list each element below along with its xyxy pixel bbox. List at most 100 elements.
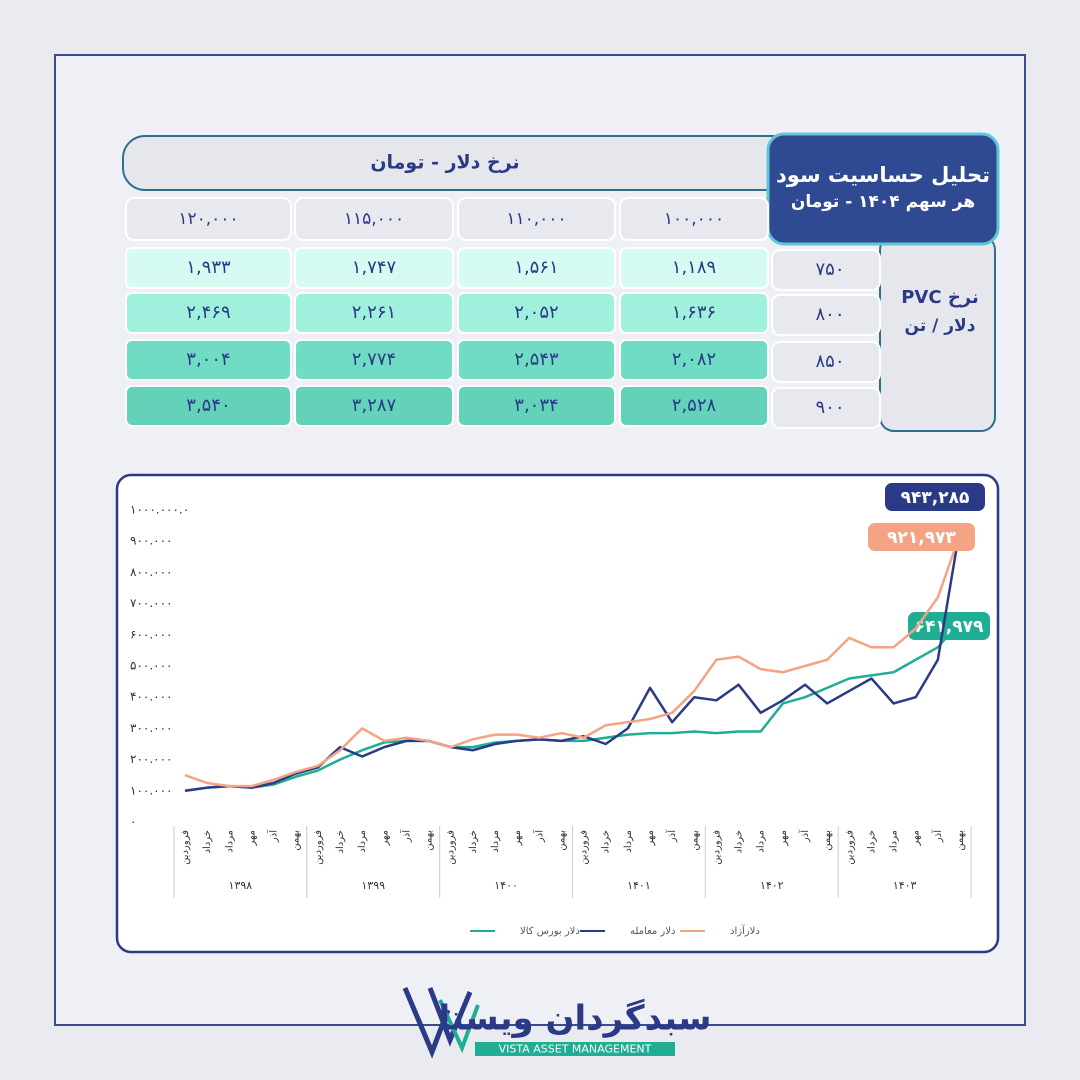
x-tick-label: مرداد [490,830,501,853]
row-unit: دلار / تن [905,316,976,336]
x-tick-label: مهر [645,830,656,846]
x-tick-label: مرداد [623,830,634,853]
y-tick-label: ۱۰۰۰.۰۰۰.۰ [130,503,189,517]
x-tick-label: مهر [246,830,257,846]
year-label: ۱۴۰۲ [760,879,784,892]
x-tick-label: مرداد [224,830,235,853]
row-header-cell [771,294,881,336]
x-tick-label: بهمن [291,830,302,851]
x-tick-label: بهمن [556,830,567,851]
x-tick-label: مرداد [889,830,900,853]
x-tick-label: مرداد [756,830,767,853]
column-header-cell [619,197,769,241]
logo-tagline: VISTA ASSET MANAGEMENT [499,1043,652,1056]
x-tick-label: فروردین [313,830,324,865]
cell-value: ۳,۰۰۴ [186,349,230,370]
x-tick-label: خرداد [202,830,213,853]
end-label: ۹۲۱,۹۷۳ [887,528,956,548]
end-label-box [908,612,990,640]
column-header: ۱۰۰,۰۰۰ [664,209,724,229]
row-header-cell [771,249,881,291]
column-header-cell [294,197,454,241]
chart-panel [115,473,1000,954]
row-header: ۸۵۰ [815,351,844,372]
x-tick-label: بهمن [424,830,435,851]
y-tick-label: ۷۰۰.۰۰۰ [130,596,173,610]
table: ۱۰۰,۰۰۰ ۱۱۰,۰۰۰ ۱۱۵,۰۰۰ ۱۲۰,۰۰۰ ۷۵۰ ۱,۱۸۹ ۱,۵۶… [125,197,881,429]
cell-value: ۲,۰۸۲ [672,349,716,370]
end-label-box [885,483,985,511]
row-group: نرخ PVC [901,287,979,308]
cell-value: ۲,۵۴۳ [514,349,559,370]
cell-value: ۱,۹۳۳ [186,257,231,278]
x-tick-label: آذر [399,829,412,843]
x-tick-label: مهر [379,830,390,846]
logo-mark [438,999,480,1054]
column-header: ۱۱۵,۰۰۰ [344,209,404,229]
y-tick-label: ۲۰۰.۰۰۰ [130,752,173,766]
y-tick-label: ۳۰۰.۰۰۰ [130,721,173,735]
table-cell [619,385,769,427]
x-tick-label: خرداد [335,830,346,853]
row-header: ۸۰۰ [815,304,844,325]
y-tick-label: ۸۰۰.۰۰۰ [130,565,173,579]
x-tick-label: بهمن [689,830,700,851]
table-cell [294,339,454,381]
end-label: ۶۴۱,۹۷۹ [915,617,984,637]
logo-name: سبدگردان ویستا [439,999,712,1039]
table-cell [619,292,769,334]
column-header: ۱۲۰,۰۰۰ [178,209,238,229]
x-tick-label: آذر [798,829,811,843]
title-box [766,132,1000,246]
table-cell [457,292,616,334]
cell-value: ۲,۵۲۸ [672,395,717,416]
table-cell [294,385,454,427]
x-tick-label: فروردین [180,830,191,865]
chart: ۰ ۱۰۰.۰۰۰ ۲۰۰.۰۰۰ ۳۰۰.۰۰۰ ۴۰۰.۰۰۰ ۵۰۰.۰۰۰ ۶۰۰.… [130,483,990,937]
x-tick-label: فروردین [446,830,457,865]
year-label: ۱۴۰۰ [494,879,518,892]
x-tick-label: آذر [532,829,545,843]
table-cell [457,385,616,427]
table-cell [125,292,292,334]
x-tick-label: آذر [931,829,944,843]
x-tick-label: مهر [512,830,523,846]
cell-value: ۱,۵۶۱ [514,257,558,278]
year-label: ۱۴۰۳ [893,879,917,892]
legend-label: دلارآزاد [730,924,760,937]
row-header-cell [771,387,881,429]
year-label: ۱۴۰۱ [627,879,651,892]
table-cell [457,247,616,289]
end-label: ۹۴۳,۲۸۵ [901,488,970,508]
table-cell [294,247,454,289]
table-cell [125,385,292,427]
legend-label: دلار بورس کالا [520,926,580,937]
table-cell [125,339,292,381]
column-group: نرخ دلار - تومان [370,152,519,174]
column-header-cell [125,197,292,241]
x-tick-label: مرداد [357,830,368,853]
row-header: ۷۵۰ [815,259,844,280]
x-tick-label: بهمن [955,830,966,851]
x-tick-label: مهر [778,830,789,846]
x-tick-label: فروردین [579,830,590,865]
subtitle: هر سهم ۱۴۰۴ - تومان [791,192,975,212]
year-label: ۱۳۹۸ [229,879,253,892]
x-tick-label: فروردین [711,830,722,865]
legend-label: دلار معامله [630,926,675,937]
title: تحلیل حساسیت سود [776,163,990,187]
x-tick-label: فروردین [844,830,855,865]
x-tick-label: خرداد [734,830,745,853]
series-line [184,533,962,788]
cell-value: ۱,۷۴۷ [352,257,397,278]
year-label: ۱۳۹۹ [361,879,385,892]
cell-value: ۲,۴۶۹ [186,302,230,323]
row-header: ۹۰۰ [815,397,844,418]
cell-value: ۲,۰۵۲ [514,302,558,323]
x-tick-label: خرداد [866,830,877,853]
series-line [184,620,961,793]
y-tick-label: ۹۰۰.۰۰۰ [130,534,173,548]
x-tick-label: آذر [267,829,280,843]
table-cell [619,247,769,289]
